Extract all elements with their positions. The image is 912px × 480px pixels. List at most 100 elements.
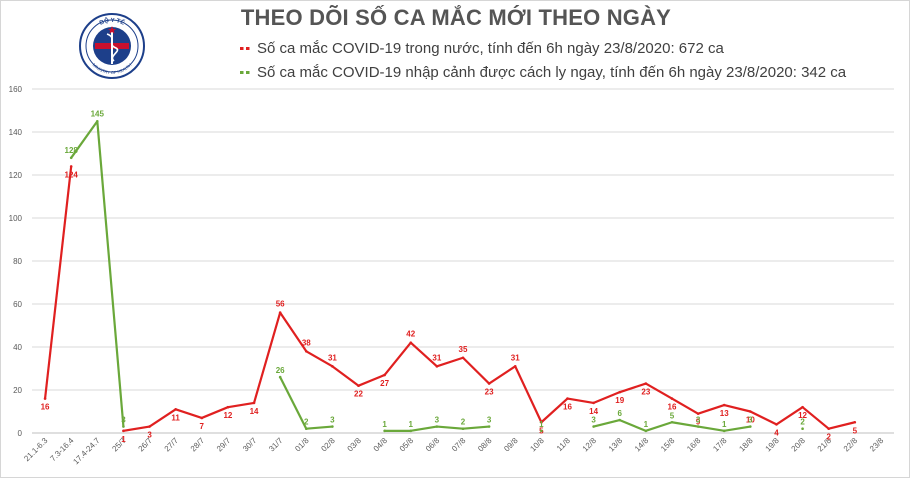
data-label-domestic: 27 [380, 379, 389, 388]
data-label-domestic: 22 [354, 390, 363, 399]
data-label-domestic: 12 [798, 411, 807, 420]
y-tick-label: 160 [9, 85, 23, 94]
data-label-domestic: 10 [746, 416, 755, 425]
data-point-imported [801, 427, 804, 431]
x-tick-label: 08/8 [476, 436, 494, 454]
x-tick-label: 11/8 [555, 436, 572, 453]
data-label-domestic: 38 [302, 338, 311, 347]
x-tick-label: 02/8 [319, 436, 337, 454]
y-tick-label: 80 [13, 257, 22, 266]
ministry-logo: BỘ Y TẾ MINISTRY OF HEALTH [79, 13, 145, 79]
x-tick-label: 05/8 [398, 436, 416, 454]
data-label-imported: 26 [276, 366, 285, 375]
data-label-imported: 2 [304, 418, 309, 427]
x-tick-label: 13/8 [607, 436, 625, 454]
data-label-domestic: 31 [328, 353, 337, 362]
data-point-domestic [409, 341, 413, 345]
data-point-domestic [644, 382, 648, 385]
data-label-domestic: 1 [121, 435, 126, 444]
data-point-domestic [383, 373, 386, 377]
data-label-domestic: 9 [696, 418, 701, 427]
x-tick-label: 30/7 [241, 436, 259, 454]
x-tick-label: 22/8 [842, 436, 860, 454]
data-point-domestic [200, 416, 204, 420]
data-point-domestic [43, 397, 47, 400]
legend-item-imported: Số ca mắc COVID-19 nhập cảnh được cách l… [240, 60, 846, 84]
data-label-domestic: 13 [720, 409, 729, 418]
data-label-imported: 3 [591, 416, 596, 425]
data-label-domestic: 5 [853, 426, 858, 435]
data-point-imported [69, 156, 73, 160]
data-point-domestic [670, 397, 674, 400]
x-tick-label: 29/7 [215, 436, 233, 454]
data-point-domestic [592, 401, 595, 405]
x-tick-label: 12/8 [581, 436, 599, 454]
data-point-domestic [487, 382, 491, 385]
x-tick-label: 17/8 [711, 436, 729, 454]
data-point-imported [435, 425, 439, 428]
chart-legend: Số ca mắc COVID-19 trong nước, tính đến … [240, 36, 846, 84]
data-point-imported [409, 429, 413, 433]
x-tick-label: 19/8 [763, 436, 781, 454]
legend-item-domestic: Số ca mắc COVID-19 trong nước, tính đến … [240, 36, 846, 60]
x-tick-label: 21.1-6.3 [22, 436, 50, 464]
data-label-domestic: 16 [41, 403, 50, 412]
x-tick-label: 20/8 [790, 436, 808, 454]
data-point-imported [644, 429, 648, 433]
data-point-imported [540, 429, 543, 433]
data-label-imported: 2 [461, 418, 466, 427]
data-point-domestic [618, 390, 622, 394]
x-tick-label: 31/7 [267, 436, 285, 454]
data-label-domestic: 14 [250, 407, 259, 416]
data-label-domestic: 2 [826, 433, 831, 442]
x-tick-label: 23/8 [868, 436, 886, 454]
x-tick-label: 27/7 [163, 436, 181, 454]
data-label-imported: 128 [65, 146, 79, 155]
data-label-imported: 3 [748, 416, 753, 425]
data-point-domestic [252, 401, 256, 405]
legend-swatch-domestic [240, 46, 252, 50]
data-point-imported [722, 429, 726, 433]
y-tick-label: 140 [9, 128, 23, 137]
data-label-imported: 1 [722, 420, 727, 429]
data-point-domestic [696, 412, 700, 415]
y-tick-label: 20 [13, 386, 22, 395]
series-line-domestic [123, 311, 856, 432]
data-point-domestic [278, 311, 282, 314]
data-label-domestic: 23 [485, 388, 494, 397]
x-tick-label: 15/8 [659, 436, 677, 454]
data-label-domestic: 3 [147, 431, 152, 440]
data-point-domestic [357, 384, 360, 388]
data-point-imported [696, 425, 700, 428]
y-tick-label: 100 [9, 214, 23, 223]
data-label-domestic: 19 [615, 396, 624, 405]
series-line-domestic [43, 166, 73, 399]
data-point-imported [278, 375, 282, 379]
data-point-imported [618, 418, 622, 422]
data-label-domestic: 35 [459, 345, 468, 354]
data-point-imported [487, 425, 491, 428]
data-point-domestic [174, 408, 177, 411]
x-tick-label: 10/8 [528, 436, 546, 454]
data-label-domestic: 31 [432, 353, 441, 362]
data-label-domestic: 12 [223, 411, 232, 420]
x-tick-label: 28/7 [189, 436, 207, 454]
logo-top-text: BỘ Y TẾ [99, 16, 126, 27]
data-label-domestic: 16 [563, 403, 572, 412]
data-point-domestic [331, 365, 334, 368]
data-point-domestic [749, 410, 752, 413]
data-label-imported: 145 [91, 109, 105, 118]
legend-label-domestic: Số ca mắc COVID-19 trong nước, tính đến … [257, 39, 724, 57]
x-tick-label: 16/8 [685, 436, 703, 454]
data-point-imported [383, 429, 386, 433]
y-tick-label: 40 [13, 343, 22, 352]
x-tick-label: 18/8 [737, 436, 755, 454]
data-label-imported: 1 [644, 420, 649, 429]
series-line-imported [70, 120, 125, 427]
data-point-domestic [148, 425, 151, 428]
data-point-domestic [69, 165, 73, 168]
data-label-imported: 3 [121, 416, 126, 425]
data-point-imported [461, 427, 465, 431]
data-label-imported: 2 [800, 418, 805, 427]
